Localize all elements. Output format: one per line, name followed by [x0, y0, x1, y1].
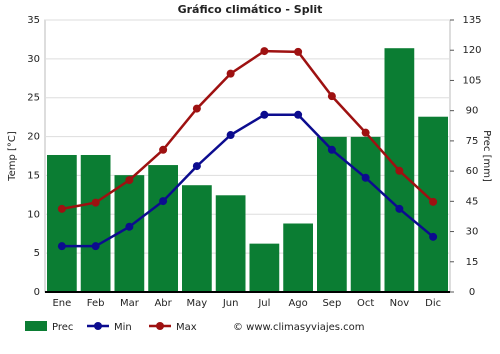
- point: [327, 145, 336, 154]
- x-tick-label: Mar: [120, 298, 140, 309]
- x-tick-label: Jul: [257, 298, 270, 309]
- y2-axis-label: Prec [mm]: [481, 130, 492, 182]
- legend-swatch: [25, 321, 47, 331]
- y2-tick-label: 75: [466, 136, 479, 147]
- bar: [317, 136, 347, 292]
- point: [226, 69, 235, 78]
- point: [125, 222, 134, 231]
- y2-tick-label: 15: [466, 257, 479, 268]
- x-tick-label: Feb: [87, 298, 105, 309]
- line: [61, 49, 434, 211]
- x-tick-label: Dic: [425, 298, 441, 309]
- legend-label: Max: [176, 322, 197, 333]
- y2-tick-label: 45: [466, 196, 479, 207]
- point: [57, 204, 66, 213]
- y-axis-label: Temp [°C]: [7, 131, 18, 182]
- y2-tick-label: 135: [462, 15, 481, 26]
- bar: [182, 185, 212, 292]
- point: [159, 197, 168, 206]
- point: [294, 47, 303, 56]
- point: [125, 176, 134, 185]
- y-tick-label: 15: [27, 170, 40, 181]
- y2-tick-label: 0: [469, 287, 475, 298]
- point: [361, 128, 370, 137]
- x-tick-label: Oct: [357, 298, 374, 309]
- x-tick-label: May: [187, 298, 208, 309]
- point: [57, 242, 66, 251]
- point: [260, 47, 269, 56]
- bar: [283, 223, 313, 292]
- point: [226, 131, 235, 140]
- point: [260, 110, 269, 119]
- chart-title: Gráfico climático - Split: [178, 3, 323, 16]
- bar: [47, 154, 77, 292]
- point: [395, 166, 404, 175]
- y2-tick-label: 30: [466, 227, 479, 238]
- x-tick-label: Sep: [322, 298, 341, 309]
- point: [361, 173, 370, 182]
- y2-tick-label: 90: [466, 106, 479, 117]
- line: [61, 113, 434, 248]
- y-tick-label: 20: [27, 132, 40, 143]
- y-tick-label: 5: [34, 248, 40, 259]
- legend-label: Min: [114, 322, 132, 333]
- point: [429, 232, 438, 241]
- point: [395, 204, 404, 213]
- x-tick-label: Ago: [288, 298, 307, 309]
- point: [192, 104, 201, 113]
- bar: [148, 165, 178, 292]
- legend-label: Prec: [52, 322, 73, 333]
- legend-swatch: [94, 322, 102, 330]
- point: [429, 197, 438, 206]
- y2-tick-label: 120: [462, 45, 481, 56]
- bar: [215, 195, 246, 292]
- x-tick-label: Abr: [154, 298, 172, 309]
- y-tick-label: 25: [27, 93, 40, 104]
- x-tick-label: Ene: [52, 298, 71, 309]
- bar: [249, 243, 280, 292]
- y-tick-label: 10: [27, 209, 40, 220]
- point: [294, 110, 303, 119]
- y2-tick-label: 105: [462, 75, 481, 86]
- credit: © www.climasyviajes.com: [233, 322, 365, 333]
- y-tick-label: 0: [34, 287, 40, 298]
- y-tick-label: 35: [27, 15, 40, 26]
- point: [192, 162, 201, 171]
- x-tick-label: Nov: [390, 298, 410, 309]
- y-tick-label: 30: [27, 54, 40, 65]
- x-tick-label: Jun: [222, 298, 239, 309]
- point: [159, 145, 168, 154]
- y2-tick-label: 60: [466, 166, 479, 177]
- bar: [350, 136, 381, 292]
- point: [327, 92, 336, 101]
- point: [91, 242, 100, 251]
- point: [91, 198, 100, 207]
- legend-swatch: [156, 322, 164, 330]
- bar: [80, 154, 111, 292]
